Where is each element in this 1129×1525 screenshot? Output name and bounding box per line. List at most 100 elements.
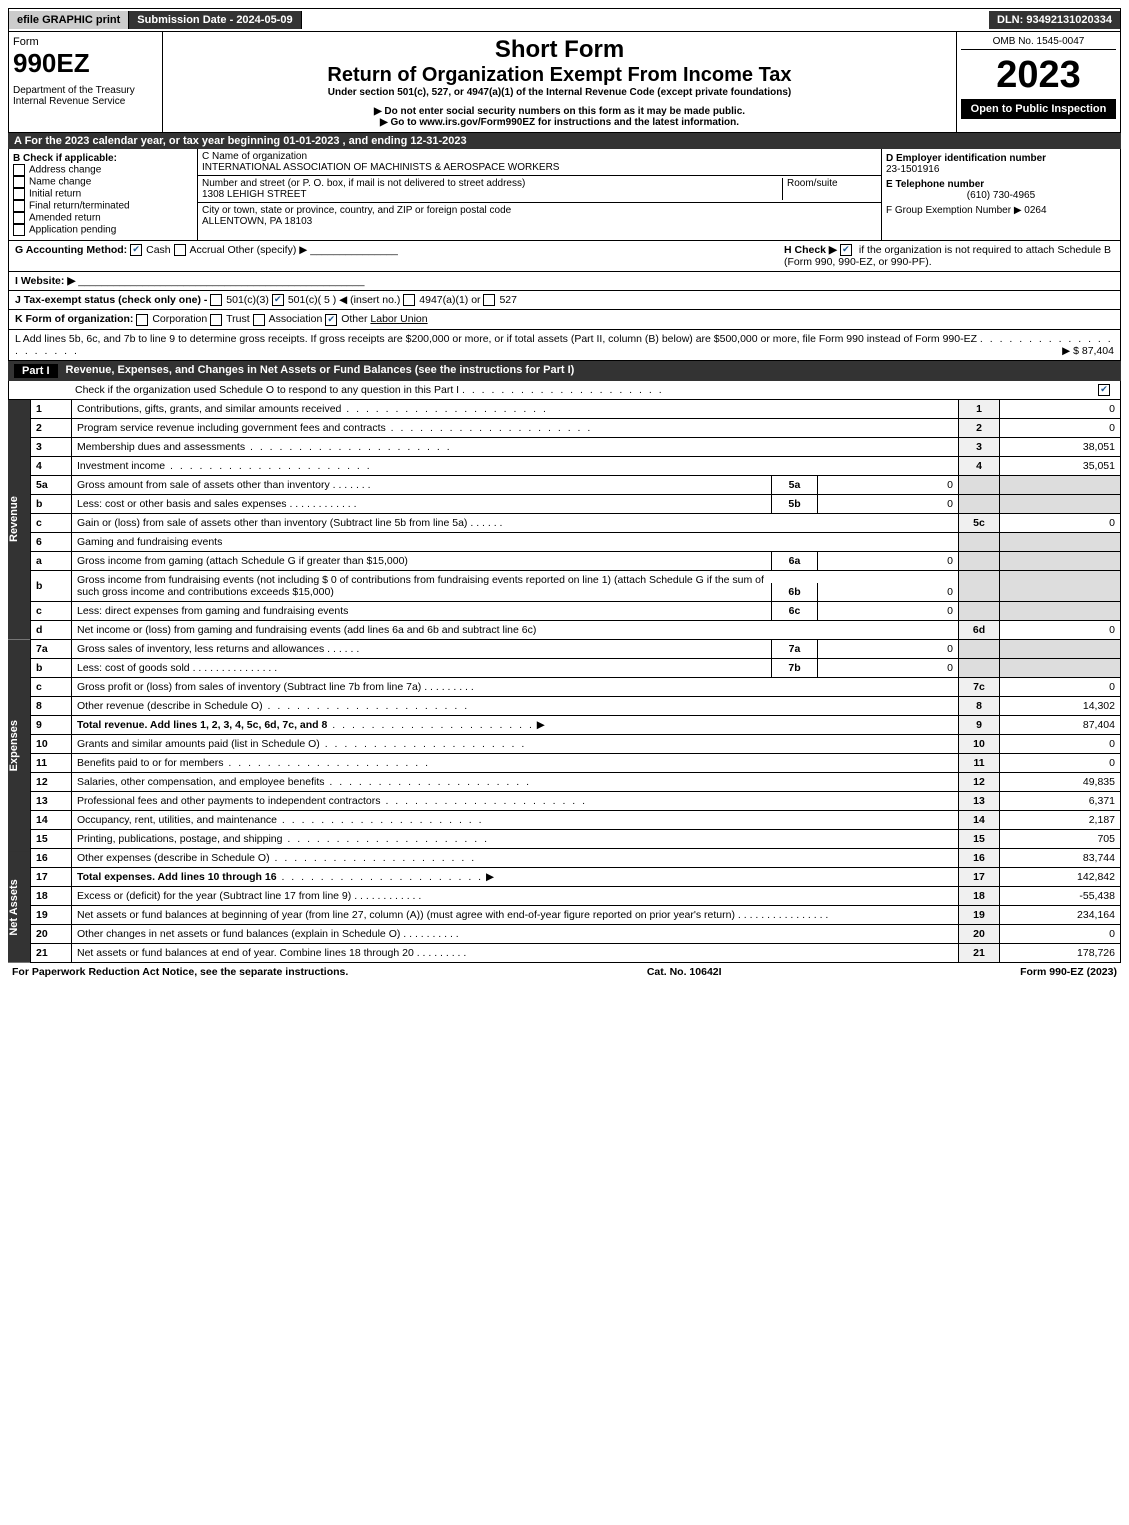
line-11: 11Benefits paid to or for members110 (31, 753, 1121, 772)
line-5b: bLess: cost or other basis and sales exp… (31, 494, 1121, 513)
section-k: K Form of organization: Corporation Trus… (8, 310, 1121, 329)
label-other-method: Other (specify) ▶ (227, 244, 307, 256)
checkbox-name-change[interactable] (13, 176, 25, 188)
section-b: B Check if applicable: Address change Na… (9, 149, 198, 240)
label-4947: 4947(a)(1) or (419, 294, 480, 306)
side-label-expenses: Expenses (8, 639, 30, 852)
line-6b: bGross income from fundraising events (n… (31, 570, 1121, 601)
ssn-note: ▶ Do not enter social security numbers o… (167, 106, 952, 117)
checkbox-corp[interactable] (136, 314, 148, 326)
tax-year: 2023 (961, 54, 1116, 97)
checkbox-trust[interactable] (210, 314, 222, 326)
line-9: 9Total revenue. Add lines 1, 2, 3, 4, 5c… (31, 715, 1121, 734)
form-header: Form 990EZ Department of the Treasury In… (8, 32, 1121, 133)
side-label-netassets: Net Assets (8, 852, 30, 963)
under-section: Under section 501(c), 527, or 4947(a)(1)… (167, 87, 952, 98)
k-label: K Form of organization: (15, 313, 133, 325)
section-gh: G Accounting Method: Cash Accrual Other … (8, 241, 1121, 272)
form-number: 990EZ (13, 48, 158, 79)
line-19: 19Net assets or fund balances at beginni… (31, 905, 1121, 924)
lines-table: 1Contributions, gifts, grants, and simil… (30, 400, 1121, 963)
checkbox-application-pending[interactable] (13, 224, 25, 236)
label-corp: Corporation (152, 313, 207, 325)
line-4: 4Investment income435,051 (31, 456, 1121, 475)
footer-pra: For Paperwork Reduction Act Notice, see … (12, 966, 348, 978)
line-8: 8Other revenue (describe in Schedule O)8… (31, 696, 1121, 715)
goto-link[interactable]: ▶ Go to www.irs.gov/Form990EZ for instru… (167, 117, 952, 128)
line-6c: cLess: direct expenses from gaming and f… (31, 601, 1121, 620)
line-12: 12Salaries, other compensation, and empl… (31, 772, 1121, 791)
part-i-heading: Revenue, Expenses, and Changes in Net As… (66, 364, 575, 378)
line-21: 21Net assets or fund balances at end of … (31, 943, 1121, 962)
form-label: Form (13, 36, 158, 48)
label-501c3: 501(c)(3) (226, 294, 269, 306)
line-15: 15Printing, publications, postage, and s… (31, 829, 1121, 848)
title-return: Return of Organization Exempt From Incom… (167, 64, 952, 87)
section-c: C Name of organization INTERNATIONAL ASS… (198, 149, 881, 240)
section-b-title: B Check if applicable: (13, 153, 193, 164)
g-label: G Accounting Method: (15, 244, 127, 256)
label-amended-return: Amended return (29, 213, 101, 224)
label-name-change: Name change (29, 177, 91, 188)
checkbox-schedule-o[interactable] (1098, 384, 1110, 396)
label-501c: 501(c)( 5 ) ◀ (insert no.) (288, 294, 401, 306)
checkbox-amended-return[interactable] (13, 212, 25, 224)
org-name: INTERNATIONAL ASSOCIATION OF MACHINISTS … (202, 162, 877, 173)
checkbox-527[interactable] (483, 294, 495, 306)
line-6d: dNet income or (loss) from gaming and fu… (31, 620, 1121, 639)
checkbox-501c[interactable] (272, 294, 284, 306)
line-3: 3Membership dues and assessments338,051 (31, 437, 1121, 456)
label-cash: Cash (146, 244, 171, 256)
checkbox-501c3[interactable] (210, 294, 222, 306)
room-suite-label: Room/suite (782, 178, 877, 200)
checkbox-4947[interactable] (403, 294, 415, 306)
section-bcde: B Check if applicable: Address change Na… (8, 149, 1121, 241)
street-label: Number and street (or P. O. box, if mail… (202, 178, 782, 189)
label-trust: Trust (226, 313, 250, 325)
line-18: 18Excess or (deficit) for the year (Subt… (31, 886, 1121, 905)
other-org-value: Labor Union (370, 313, 427, 325)
submission-date-label: Submission Date - 2024-05-09 (129, 11, 301, 29)
checkbox-cash[interactable] (130, 244, 142, 256)
checkbox-final-return[interactable] (13, 200, 25, 212)
label-final-return: Final return/terminated (29, 201, 130, 212)
city-value: ALLENTOWN, PA 18103 (202, 216, 877, 227)
footer-cat: Cat. No. 10642I (647, 966, 722, 978)
line-20: 20Other changes in net assets or fund ba… (31, 924, 1121, 943)
omb-number: OMB No. 1545-0047 (961, 36, 1116, 50)
group-exemption: F Group Exemption Number ▶ 0264 (886, 205, 1116, 216)
checkbox-other-org[interactable] (325, 314, 337, 326)
part-i-header: Part I Revenue, Expenses, and Changes in… (8, 361, 1121, 381)
line-5c: cGain or (loss) from sale of assets othe… (31, 513, 1121, 532)
efile-print-button[interactable]: efile GRAPHIC print (9, 11, 129, 29)
section-i: I Website: ▶ ___________________________… (8, 272, 1121, 291)
label-accrual: Accrual (190, 244, 225, 256)
label-other-org: Other (341, 313, 367, 325)
city-label: City or town, state or province, country… (202, 205, 877, 216)
checkbox-assoc[interactable] (253, 314, 265, 326)
line-1: 1Contributions, gifts, grants, and simil… (31, 400, 1121, 419)
dept-irs: Internal Revenue Service (13, 96, 158, 107)
label-initial-return: Initial return (29, 189, 81, 200)
line-5a: 5aGross amount from sale of assets other… (31, 475, 1121, 494)
website-label: I Website: ▶ (15, 275, 75, 287)
check-o-text: Check if the organization used Schedule … (75, 384, 459, 396)
checkbox-address-change[interactable] (13, 164, 25, 176)
footer-form: Form 990-EZ (2023) (1020, 966, 1117, 978)
checkbox-h[interactable] (840, 244, 852, 256)
dln-label: DLN: 93492131020334 (989, 11, 1120, 29)
header-left: Form 990EZ Department of the Treasury In… (9, 32, 163, 132)
phone-value: (610) 730-4965 (886, 190, 1116, 201)
line-17: 17Total expenses. Add lines 10 through 1… (31, 867, 1121, 886)
top-bar: efile GRAPHIC print Submission Date - 20… (8, 8, 1121, 32)
header-right: OMB No. 1545-0047 2023 Open to Public In… (957, 32, 1120, 132)
open-to-public: Open to Public Inspection (961, 99, 1116, 119)
line-7b: bLess: cost of goods sold . . . . . . . … (31, 658, 1121, 677)
dept-treasury: Department of the Treasury (13, 85, 158, 96)
line-7c: cGross profit or (loss) from sales of in… (31, 677, 1121, 696)
checkbox-accrual[interactable] (174, 244, 186, 256)
line-16: 16Other expenses (describe in Schedule O… (31, 848, 1121, 867)
page-footer: For Paperwork Reduction Act Notice, see … (8, 963, 1121, 981)
section-j: J Tax-exempt status (check only one) - 5… (8, 291, 1121, 310)
checkbox-initial-return[interactable] (13, 188, 25, 200)
